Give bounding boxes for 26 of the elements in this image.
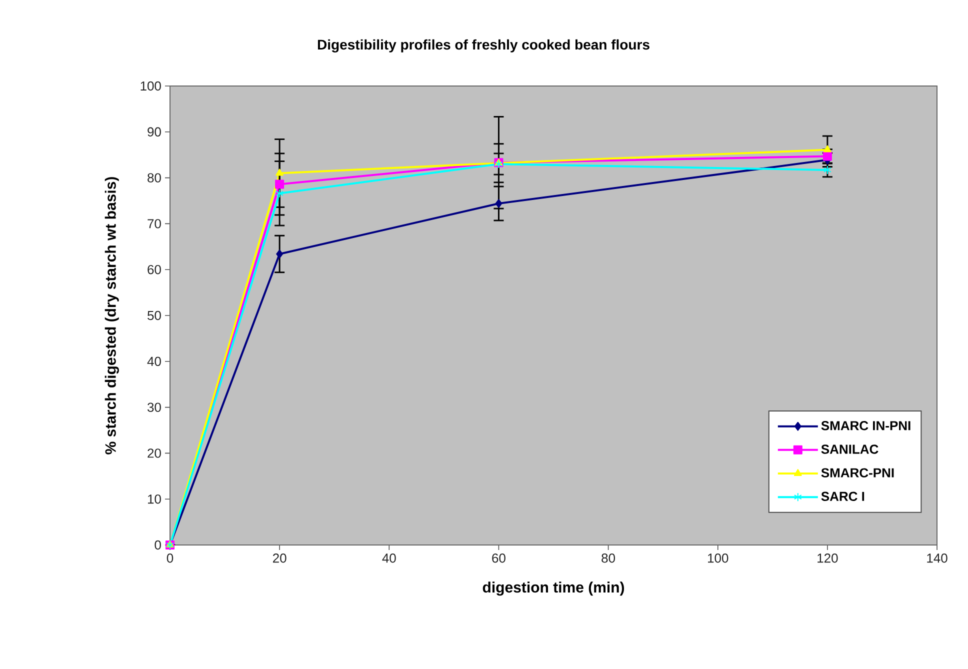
y-tick-label: 60 [148,264,161,274]
x-tick-label: 40 [382,554,396,563]
legend-label: SMARC-PNI [821,468,894,478]
legend-label: SMARC IN-PNI [821,421,910,430]
y-tick-label: 20 [148,448,161,458]
y-tick-label: 100 [140,81,161,91]
y-tick-label: 0 [154,540,161,550]
x-axis-title: digestion time (min) [482,582,624,596]
y-tick-label: 70 [148,219,161,228]
y-tick-label: 50 [148,310,161,320]
y-tick-label: 30 [148,402,161,412]
y-tick-label: 10 [148,494,161,504]
x-tick-label: 140 [927,554,948,563]
x-tick-label: 20 [273,554,286,563]
y-tick-label: 40 [147,356,161,366]
legend-label: SARC I [821,492,864,501]
chart-title: Digestibility profiles of freshly cooked bean flours [318,39,650,52]
x-tick-label: 100 [708,554,728,563]
y-axis-title: % starch digested (dry starch wt basis) [104,177,119,454]
x-tick-label: 0 [166,554,174,563]
x-tick-label: 80 [602,554,616,563]
y-tick-label: 80 [148,173,161,182]
y-tick-label: 90 [148,127,161,136]
x-tick-label: 60 [492,554,506,563]
legend-label: SANILAC [821,444,878,454]
x-tick-label: 120 [818,554,838,563]
